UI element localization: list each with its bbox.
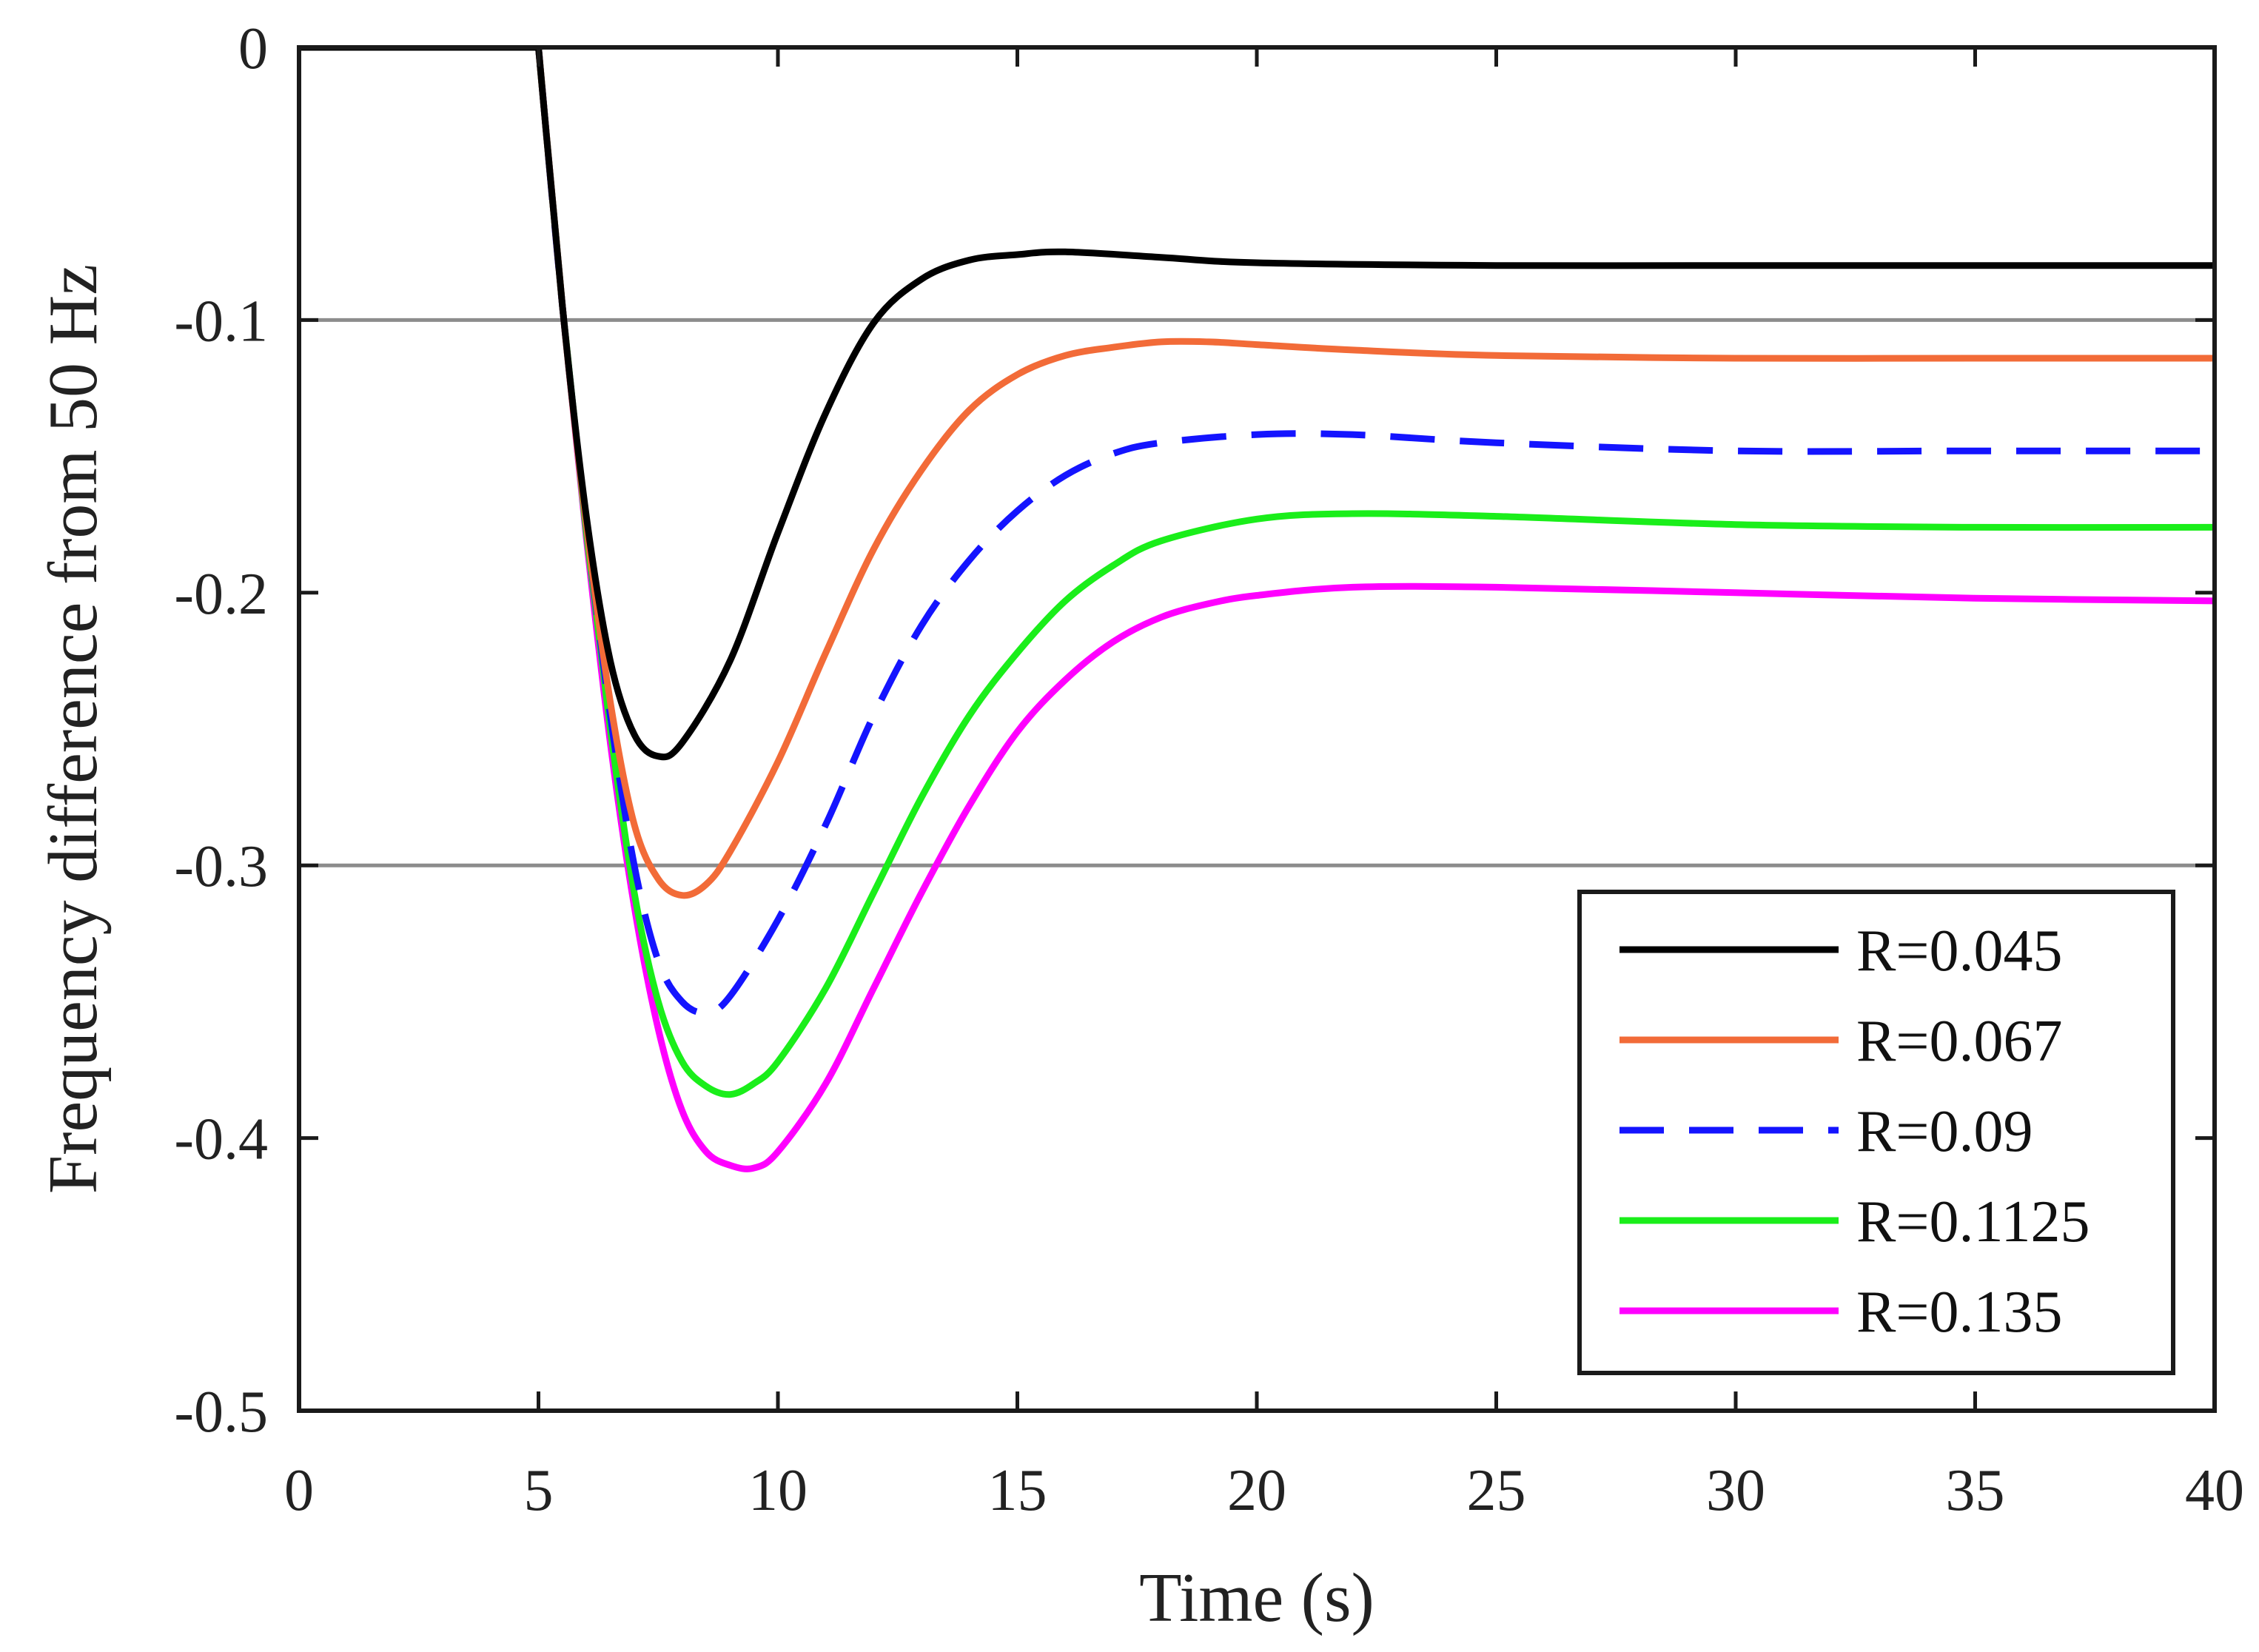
x-tick-label: 40 [2185,1458,2244,1523]
x-tick-label: 30 [1706,1458,1765,1523]
x-tick-label: 5 [524,1458,554,1523]
x-tick-label: 10 [748,1458,808,1523]
legend-label: R=0.045 [1856,919,2062,984]
x-tick-label: 20 [1227,1458,1286,1523]
legend-label: R=0.09 [1856,1099,2033,1164]
x-tick-label: 35 [1946,1458,2005,1523]
y-axis-title: Frequency difference from 50 Hz [35,264,112,1194]
y-tick-label: -0.5 [174,1380,268,1445]
series-layer [299,47,2215,1172]
y-axis-ticks: 0 -0.1 -0.2 -0.3 -0.4 -0.5 [174,16,2215,1445]
legend-label: R=0.1125 [1856,1189,2090,1255]
x-axis-title: Time (s) [1139,1559,1374,1636]
x-tick-label: 15 [988,1458,1047,1523]
y-tick-label: -0.3 [174,834,268,899]
x-axis-ticks: 0 5 10 15 20 25 30 35 40 [284,47,2244,1523]
y-tick-label: 0 [238,16,268,81]
series-line-R=0.045 [299,47,2215,761]
reference-lines [299,318,2215,867]
legend-box [1577,890,2175,1375]
y-tick-label: -0.2 [174,562,268,627]
y-tick-label: -0.1 [174,289,268,354]
legend-label: R=0.067 [1856,1009,2062,1074]
x-tick-label: 0 [284,1458,314,1523]
legend: R=0.045 R=0.067 R=0.09 R=0.1125 R=0.135 [1577,890,2175,1375]
x-tick-label: 25 [1467,1458,1526,1523]
legend-label: R=0.135 [1856,1280,2062,1345]
y-tick-label: -0.4 [174,1107,268,1172]
